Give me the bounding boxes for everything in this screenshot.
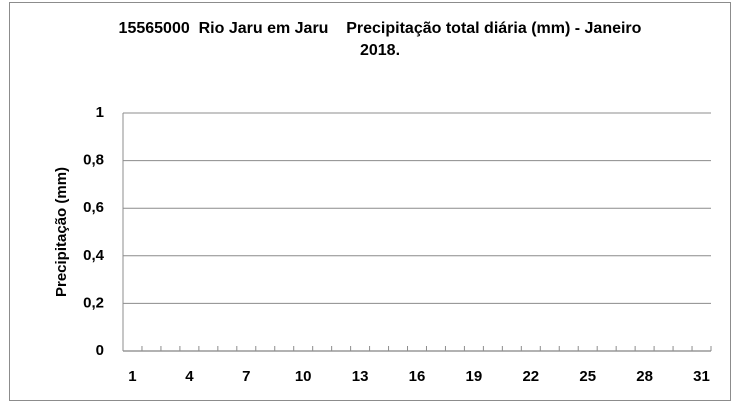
y-tick-label: 0,6 [83, 199, 104, 216]
chart-frame [9, 2, 731, 401]
x-tick-label: 10 [295, 368, 312, 385]
x-tick-label: 13 [352, 368, 369, 385]
x-tick-label: 1 [128, 368, 136, 385]
y-axis-label: Precipitação (mm) [53, 167, 70, 297]
x-tick-label: 16 [409, 368, 426, 385]
x-tick-label: 31 [693, 368, 710, 385]
y-tick-label: 1 [96, 104, 104, 121]
y-tick-label: 0,2 [83, 294, 104, 311]
x-tick-label: 25 [579, 368, 596, 385]
x-tick-label: 7 [242, 368, 250, 385]
x-tick-label: 4 [185, 368, 194, 385]
y-tick-label: 0,4 [83, 247, 105, 264]
x-tick-label: 28 [636, 368, 653, 385]
y-tick-label: 0,8 [83, 152, 104, 169]
x-tick-label: 22 [522, 368, 539, 385]
chart-title: 15565000 Rio Jaru em Jaru Precipitação t… [118, 20, 651, 59]
y-tick-label: 0 [96, 342, 104, 359]
x-tick-label: 19 [466, 368, 483, 385]
